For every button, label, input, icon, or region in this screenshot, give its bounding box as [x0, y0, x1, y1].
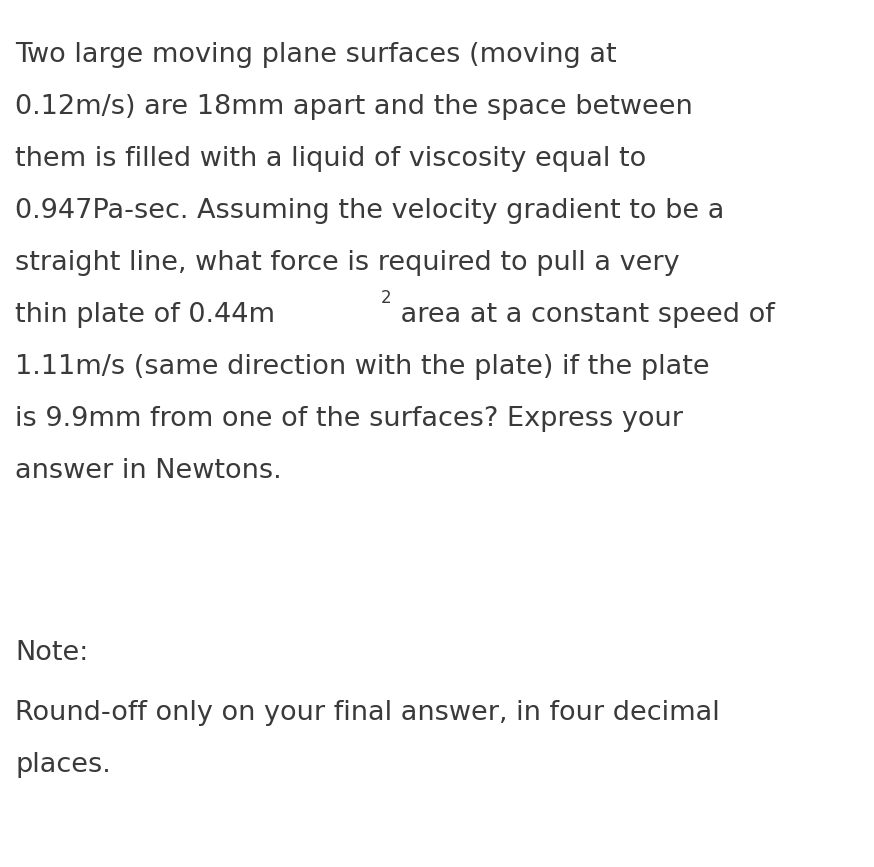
Text: them is filled with a liquid of viscosity equal to: them is filled with a liquid of viscosit… [15, 146, 646, 172]
Text: 2: 2 [381, 289, 392, 307]
Text: Note:: Note: [15, 640, 88, 666]
Text: places.: places. [15, 752, 111, 778]
Text: area at a constant speed of: area at a constant speed of [392, 302, 774, 328]
Text: 0.947Pa-sec. Assuming the velocity gradient to be a: 0.947Pa-sec. Assuming the velocity gradi… [15, 198, 725, 224]
Text: Round-off only on your final answer, in four decimal: Round-off only on your final answer, in … [15, 700, 720, 726]
Text: Two large moving plane surfaces (moving at: Two large moving plane surfaces (moving … [15, 42, 617, 68]
Text: 1.11m/s (same direction with the plate) if the plate: 1.11m/s (same direction with the plate) … [15, 354, 710, 380]
Text: thin plate of 0.44m: thin plate of 0.44m [15, 302, 275, 328]
Text: 0.12m/s) are 18mm apart and the space between: 0.12m/s) are 18mm apart and the space be… [15, 94, 693, 120]
Text: answer in Newtons.: answer in Newtons. [15, 458, 281, 484]
Text: is 9.9mm from one of the surfaces? Express your: is 9.9mm from one of the surfaces? Expre… [15, 406, 683, 432]
Text: straight line, what force is required to pull a very: straight line, what force is required to… [15, 250, 680, 276]
